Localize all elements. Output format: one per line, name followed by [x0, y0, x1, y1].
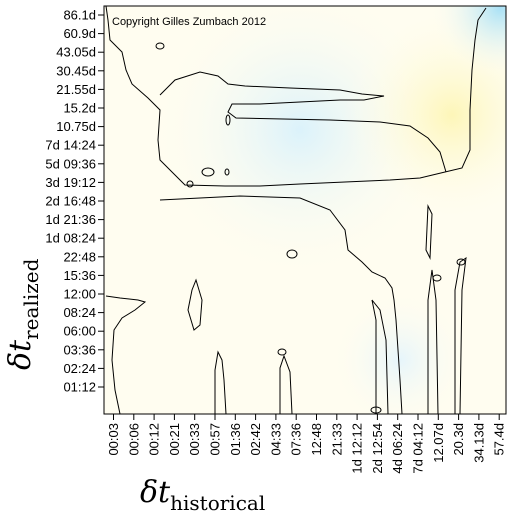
contour-blob-5 — [225, 114, 231, 126]
y-tick-label: 03:36 — [63, 342, 96, 357]
y-tick-label: 5d 09:36 — [45, 156, 96, 171]
x-tick-label: 2d 12:54 — [370, 423, 385, 474]
x-tick-label: 7d 04:12 — [411, 423, 426, 474]
x-tick-label: 12:48 — [309, 423, 324, 456]
y-tick-label: 3d 19:12 — [45, 175, 96, 190]
y-tick-label: 1d 21:36 — [45, 212, 96, 227]
contour-inner-plateau — [159, 71, 447, 173]
x-axis-title: δthistorical — [140, 475, 265, 512]
x-axis-ticks: 00:03 00:06 00:12 00:21 00:33 00:57 01:36 02:42… — [106, 414, 507, 474]
x-tick-label: 00:33 — [187, 423, 202, 456]
y-tick-label: 12:00 — [63, 287, 96, 302]
x-tick-label: 00:03 — [106, 423, 121, 456]
y-tick-label: 30.45d — [56, 63, 96, 78]
plot-frame — [103, 5, 507, 415]
contour-blob-10 — [456, 258, 466, 266]
x-tick-label: 20.3d — [451, 423, 466, 456]
heatmap-blue-side — [104, 6, 506, 414]
x-tick-label: 34.13d — [471, 423, 486, 463]
x-tick-label: 57.4d — [492, 423, 507, 456]
y-tick-label: 08:24 — [63, 305, 96, 320]
contour-blob-9 — [432, 274, 442, 282]
contour-blob-2 — [201, 167, 215, 177]
contour-vertical-2 — [279, 354, 293, 415]
contour-vertical-3 — [371, 299, 389, 415]
x-tick-label: 00:57 — [208, 423, 223, 456]
x-tick-label: 07:36 — [289, 423, 304, 456]
y-tick-label: 22:48 — [63, 249, 96, 264]
contour-blob-8 — [370, 406, 382, 414]
contour-lower-band — [159, 195, 403, 415]
contour-blob-7 — [277, 348, 287, 356]
x-tick-label: 4d 06:24 — [390, 423, 405, 474]
y-tick-label: 1d 08:24 — [45, 231, 96, 246]
x-tick-label: 12.07d — [431, 423, 446, 463]
y-tick-label: 02:24 — [63, 361, 96, 376]
x-tick-label: 1d 12:12 — [350, 423, 365, 474]
y-tick-label: 2d 16:48 — [45, 194, 96, 209]
y-tick-label: 7d 14:24 — [45, 138, 96, 153]
contour-vertical-4 — [427, 269, 439, 415]
copyright-annotation: Copyright Gilles Zumbach 2012 — [112, 16, 266, 28]
y-tick-label: 60.9d — [63, 26, 96, 41]
y-tick-label: 10.75d — [56, 119, 96, 134]
x-tick-label: 04:33 — [268, 423, 283, 456]
y-tick-label: 43.05d — [56, 45, 96, 60]
x-tick-label: 00:06 — [126, 423, 141, 456]
x-tick-label: 02:42 — [248, 423, 263, 456]
contour-blob-6 — [286, 249, 298, 259]
contour-loop-2 — [425, 204, 433, 260]
contour-blob-3 — [186, 180, 194, 188]
contour-loop-1 — [187, 278, 203, 331]
y-tick-label: 21.55d — [56, 82, 96, 97]
y-tick-label: 86.1d — [63, 8, 96, 23]
x-tick-label: 01:36 — [228, 423, 243, 456]
contour-blob-4 — [224, 168, 230, 176]
y-axis-title: δtrealized — [3, 258, 43, 370]
contour-vertical-5 — [454, 256, 467, 415]
y-axis-ticks: 86.1d 60.9d 43.05d 30.45d 21.55d 15.2d 10.75d 7… — [45, 8, 104, 395]
contour-blob-1 — [155, 42, 165, 50]
y-tick-label: 15.2d — [63, 101, 96, 116]
y-tick-label: 01:12 — [63, 380, 96, 395]
y-tick-label: 15:36 — [63, 268, 96, 283]
contour-vertical-1 — [214, 350, 227, 415]
contour-lines — [105, 5, 487, 415]
x-tick-label: 00:21 — [167, 423, 182, 456]
contour-left-lower — [105, 295, 147, 415]
plot-area: Copyright Gilles Zumbach 2012 — [103, 5, 507, 415]
x-tick-label: 00:12 — [147, 423, 162, 456]
x-tick-label: 21:33 — [329, 423, 344, 456]
contour-outer-top — [105, 5, 487, 187]
y-tick-label: 06:00 — [63, 324, 96, 339]
